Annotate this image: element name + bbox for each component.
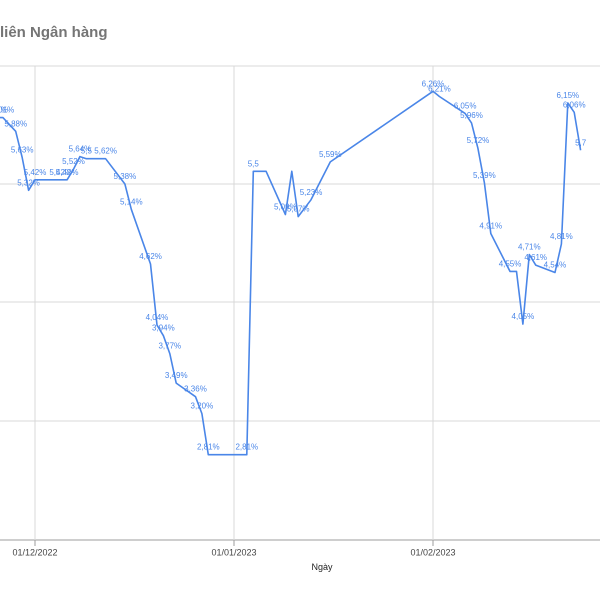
data-label: 5,7 xyxy=(575,138,587,147)
data-label: 5,59% xyxy=(319,150,342,159)
data-label: 5,32% xyxy=(17,178,40,187)
data-label: 6,01% xyxy=(0,106,14,115)
data-label: 2,81% xyxy=(235,443,258,452)
data-label: 6,21% xyxy=(428,85,451,94)
data-label: 5,5 xyxy=(248,159,260,168)
data-label: 6,26% xyxy=(422,79,445,88)
data-label: 4,04% xyxy=(146,313,169,322)
data-label: 5,42% xyxy=(49,168,72,177)
data-label: 2,81% xyxy=(197,443,220,452)
data-label: 3,36% xyxy=(184,385,207,394)
data-label: 4,91% xyxy=(479,221,502,230)
data-label: 5,23% xyxy=(300,188,323,197)
data-label: 6,01% xyxy=(0,106,8,115)
data-label: 5,38% xyxy=(114,172,137,181)
data-label: 6,05% xyxy=(454,101,477,110)
data-label: 3,49% xyxy=(165,371,188,380)
series-line xyxy=(0,90,582,456)
x-tick-label: 01/12/2022 xyxy=(12,547,57,557)
data-label: 5,52% xyxy=(62,157,85,166)
data-label: 5,09% xyxy=(274,203,297,212)
data-label: 5,39% xyxy=(473,171,496,180)
data-label: 5,72% xyxy=(467,136,490,145)
data-label: 5,63% xyxy=(11,146,34,155)
data-label: 3,94% xyxy=(152,324,175,333)
data-label: 5,62% xyxy=(94,147,117,156)
data-label: 5,5 xyxy=(81,147,93,156)
data-label: 6,06% xyxy=(563,100,586,109)
data-label: 5,88% xyxy=(4,119,27,128)
data-label: 5,64% xyxy=(69,145,92,154)
data-label: 6,15% xyxy=(556,91,579,100)
chart-title: liên Ngân hàng xyxy=(0,24,108,41)
x-tick-label: 01/02/2023 xyxy=(410,547,455,557)
data-label: 5,42% xyxy=(24,168,47,177)
x-tick-label: 01/01/2023 xyxy=(211,547,256,557)
data-label: 3,20% xyxy=(191,402,214,411)
data-label: 3,77% xyxy=(158,342,181,351)
data-label: 4,05% xyxy=(512,312,535,321)
data-label: 4,62% xyxy=(139,252,162,261)
data-label: 4,55% xyxy=(499,259,522,268)
data-label: 5,14% xyxy=(120,197,143,206)
data-label: 4,71% xyxy=(518,243,541,252)
x-axis-title: Ngày xyxy=(311,562,333,572)
data-label: 5,42% xyxy=(56,168,79,177)
data-label: 5,96% xyxy=(460,111,483,120)
data-label: 5,07% xyxy=(287,205,310,214)
data-label: 4,54% xyxy=(544,260,567,269)
data-label: 4,81% xyxy=(550,232,573,241)
data-label: 4,61% xyxy=(524,253,547,262)
